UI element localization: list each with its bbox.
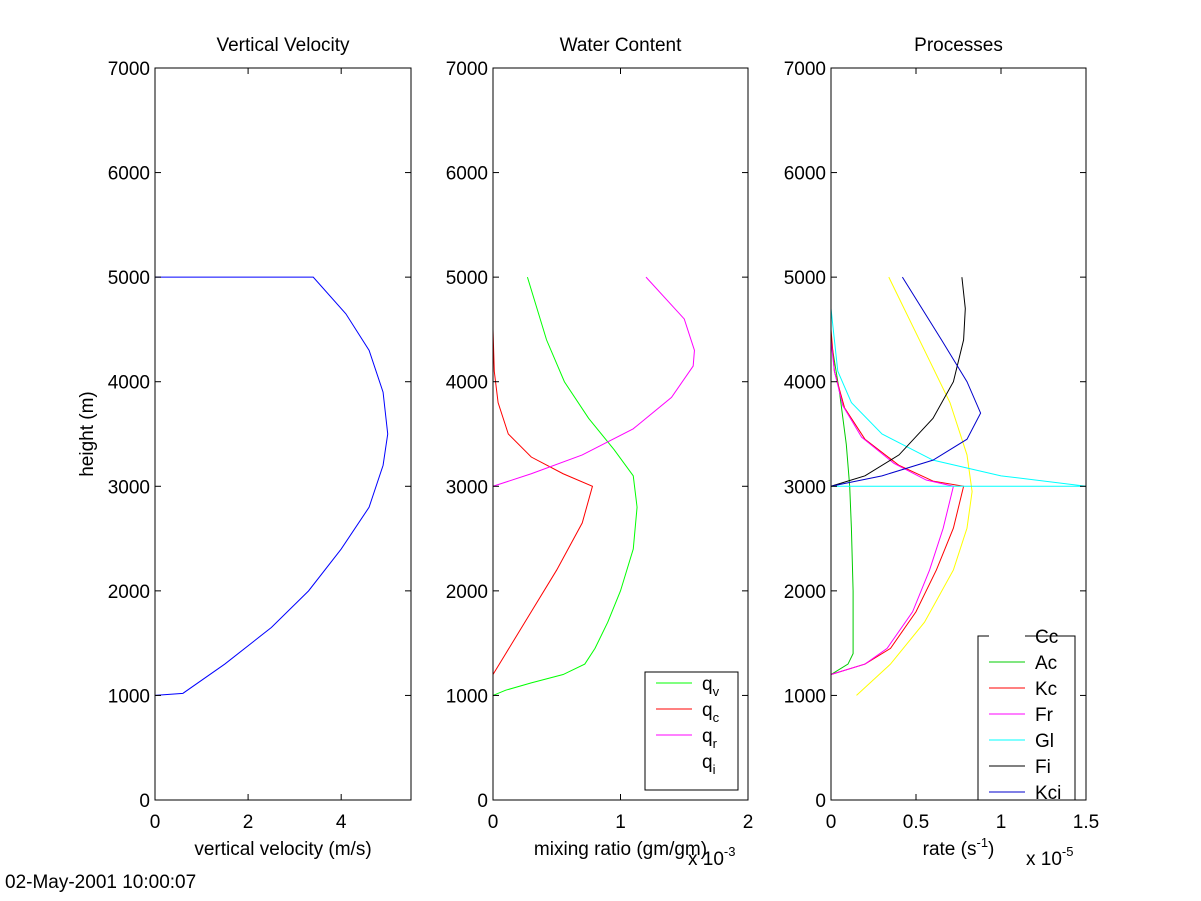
x-tick-label: 2: [743, 812, 754, 833]
x-axis-label: vertical velocity (m/s): [194, 839, 371, 860]
y-tick-label: 4000: [784, 373, 826, 394]
legend-label: Fr: [1035, 705, 1054, 726]
series-line-Cc: [856, 276, 973, 696]
y-tick-label: 2000: [784, 582, 826, 603]
y-tick-label: 3000: [784, 477, 826, 498]
y-tick-label: 6000: [108, 164, 150, 185]
legend-box: [644, 671, 739, 791]
legend-label-subscript: r: [713, 736, 718, 751]
y-tick-label: 5000: [446, 268, 488, 289]
y-tick-label: 1000: [108, 686, 150, 707]
chart-title: Water Content: [560, 35, 683, 56]
legend-label: Gl: [1035, 731, 1054, 752]
x-axis-label-exponent: -1: [976, 835, 988, 850]
legend: Cc Ac Kc Fr Gl Fi Kci: [977, 627, 1076, 804]
x-axis-label-end: ): [988, 839, 994, 860]
y-tick-label: 0: [477, 791, 488, 812]
legend-label: Kci: [1035, 783, 1061, 804]
timestamp: 02-May-2001 10:00:07: [5, 872, 196, 893]
y-tick-label: 1000: [784, 686, 826, 707]
y-tick-label: 4000: [108, 373, 150, 394]
chart-title: Vertical Velocity: [216, 35, 350, 56]
y-tick-label: 1000: [446, 686, 488, 707]
x-axis-label: mixing ratio (gm/gm): [534, 839, 707, 860]
legend-label: qi: [702, 752, 716, 777]
y-tick-label: 6000: [446, 164, 488, 185]
panel-1: 0 1000 2000 3000 4000 5000 6000 7000 0 2 4 Vertical…: [77, 35, 412, 860]
y-tick-label: 7000: [108, 59, 150, 80]
chart-title: Processes: [914, 35, 1003, 56]
y-tick-label: 5000: [108, 268, 150, 289]
y-tick-label: 2000: [108, 582, 150, 603]
x-tick-label: 1: [996, 812, 1007, 833]
axes-box: [830, 67, 1087, 801]
series-line-Fi: [830, 277, 966, 487]
legend-label-subscript: c: [713, 710, 720, 725]
series-line-Ac: [830, 339, 854, 675]
y-tick-label: 4000: [446, 373, 488, 394]
x-tick-label: 0: [150, 812, 161, 833]
x-tick-label: 4: [336, 812, 347, 833]
legend-label: Ac: [1035, 653, 1057, 674]
x-tick-label: 0.5: [903, 812, 929, 833]
series-line-qv: [492, 276, 638, 696]
y-tick-label: 7000: [446, 59, 488, 80]
y-tick-label: 2000: [446, 582, 488, 603]
y-tick-label: 0: [139, 791, 150, 812]
legend-label: Cc: [1035, 627, 1058, 648]
series-line-w: [154, 276, 389, 696]
y-tick-label: 7000: [784, 59, 826, 80]
legend-label: Kc: [1035, 679, 1057, 700]
y-tick-label: 0: [815, 791, 826, 812]
panel-2: 0 1000 2000 3000 4000 5000 6000 7000 0 1 2 Water Co…: [446, 35, 754, 870]
x-tick-label: 0: [488, 812, 499, 833]
legend-box: [977, 635, 1076, 801]
y-tick-label: 3000: [446, 477, 488, 498]
x-tick-label: 1.5: [1073, 812, 1099, 833]
x-tick-label: 0: [826, 812, 837, 833]
y-axis-label: height (m): [77, 391, 98, 477]
legend-label: Fi: [1035, 757, 1051, 778]
x-tick-label: 1: [615, 812, 626, 833]
panel-3: 0 1000 2000 3000 4000 5000 6000 7000 0 0.5 1 1.5 Pro…: [784, 35, 1099, 870]
axes-box: [154, 67, 412, 801]
series-line-Kci: [830, 276, 982, 487]
y-tick-label: 3000: [108, 477, 150, 498]
y-tick-label: 5000: [784, 268, 826, 289]
series-line-qc: [492, 329, 594, 675]
series-line-qr: [492, 276, 695, 487]
x-axis-multiplier-exponent: -3: [724, 844, 736, 859]
legend-label-subscript: v: [713, 684, 720, 699]
x-tick-label: 2: [243, 812, 254, 833]
legend-label-subscript: i: [713, 762, 716, 777]
y-tick-label: 6000: [784, 164, 826, 185]
series-line-Gl: [830, 308, 1087, 487]
x-axis-multiplier-exponent: -5: [1062, 844, 1074, 859]
